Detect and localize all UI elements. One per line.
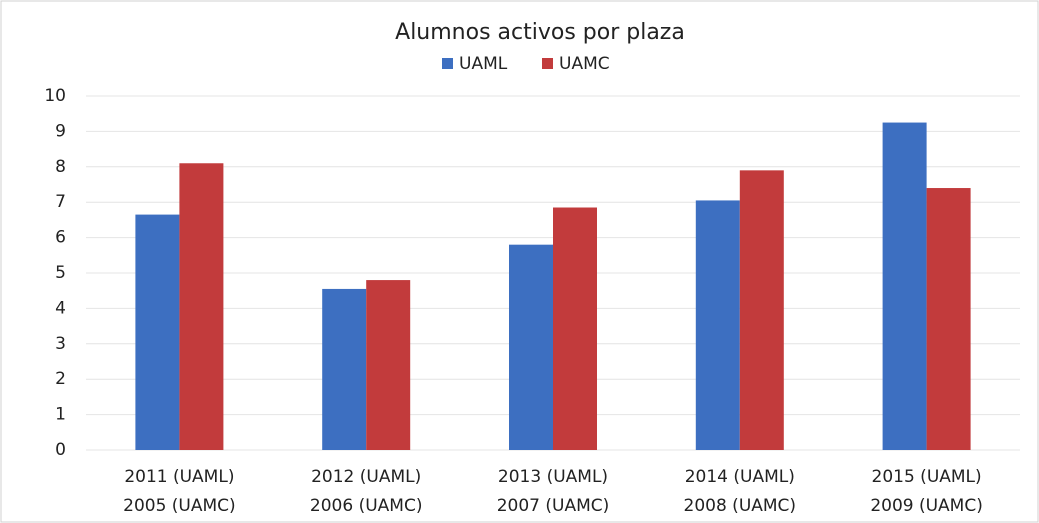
x-tick-label: 2013 (UAML) (498, 467, 608, 487)
bar (179, 163, 224, 450)
y-tick-label: 3 (55, 334, 66, 354)
x-tick-label: 2014 (UAML) (685, 467, 795, 487)
y-tick-label: 2 (55, 369, 66, 389)
bar (882, 122, 927, 451)
bar (695, 200, 740, 450)
x-tick-label: 2009 (UAMC) (870, 496, 983, 516)
bar (322, 288, 367, 450)
x-tick-label: 2015 (UAML) (872, 467, 982, 487)
legend-swatch (442, 58, 453, 69)
chart-title: Alumnos activos por plaza (395, 20, 685, 45)
bar (366, 280, 411, 450)
x-tick-label: 2012 (UAML) (311, 467, 421, 487)
bar (509, 244, 553, 450)
y-tick-label: 1 (55, 405, 66, 425)
legend-label: UAMC (559, 54, 610, 74)
bar (739, 170, 784, 450)
y-tick-label: 0 (55, 440, 66, 460)
bar (135, 214, 180, 450)
y-tick-label: 7 (55, 192, 66, 212)
y-tick-label: 4 (55, 298, 66, 318)
x-tick-label: 2005 (UAMC) (123, 496, 236, 516)
x-tick-label: 2006 (UAMC) (310, 496, 423, 516)
legend-label: UAML (459, 54, 508, 74)
y-tick-label: 10 (44, 86, 66, 106)
y-tick-label: 6 (55, 228, 66, 248)
x-tick-label: 2007 (UAMC) (497, 496, 610, 516)
y-tick-label: 9 (55, 121, 66, 141)
bar (926, 188, 971, 451)
x-tick-label: 2008 (UAMC) (684, 496, 797, 516)
bar (553, 207, 597, 450)
x-tick-label: 2011 (UAML) (124, 467, 234, 487)
y-tick-label: 8 (55, 157, 66, 177)
legend-swatch (542, 58, 553, 69)
y-tick-label: 5 (55, 263, 66, 283)
